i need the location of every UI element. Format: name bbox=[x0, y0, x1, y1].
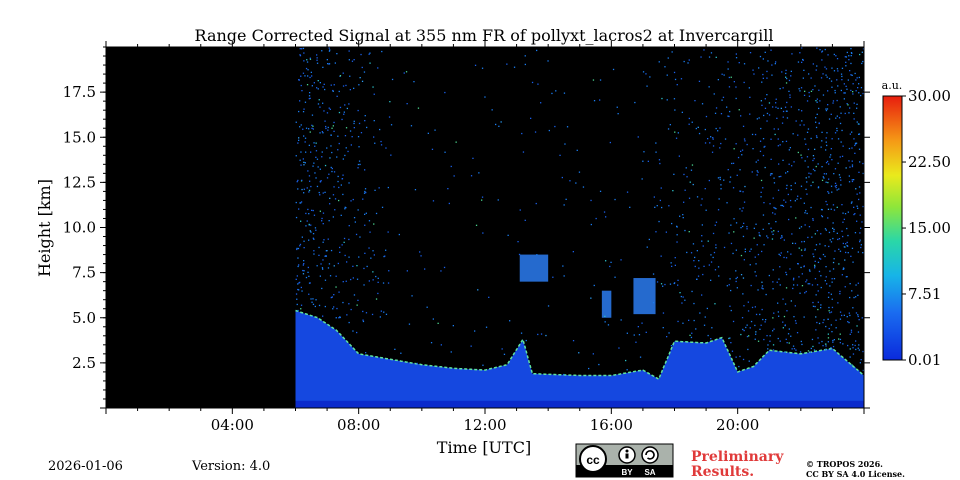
colorbar-tick-label: 15.00 bbox=[908, 219, 951, 237]
x-axis: 04:00 08:00 12:00 16:00 20:00 bbox=[105, 41, 865, 434]
chart-title: Range Corrected Signal at 355 nm FR of p… bbox=[195, 26, 774, 45]
badge-by-text: BY bbox=[621, 468, 633, 477]
aerosol-layer-top bbox=[295, 309, 864, 381]
cc-icon bbox=[579, 445, 607, 473]
x-tick-label: 08:00 bbox=[337, 416, 380, 434]
colorbar-tick-label: 22.50 bbox=[908, 153, 951, 171]
share-alike-icon bbox=[641, 446, 659, 464]
y-tick-label: 5.0 bbox=[72, 309, 96, 327]
badge-sa-text: SA bbox=[644, 468, 655, 477]
y-tick-label: 2.5 bbox=[72, 354, 96, 372]
boundary-layer-region bbox=[295, 310, 864, 408]
cloud-feature-2 bbox=[633, 278, 656, 315]
x-tick-label: 04:00 bbox=[211, 416, 254, 434]
cloud-feature-1 bbox=[601, 290, 612, 318]
signal-noise bbox=[295, 47, 864, 376]
colorbar-unit: a.u. bbox=[882, 79, 903, 92]
y-tick-label: 7.5 bbox=[72, 264, 96, 282]
plot-area bbox=[106, 47, 864, 408]
y-axis: 2.5 5.0 7.5 10.0 12.5 15.0 17.5 bbox=[63, 46, 870, 409]
colorbar-tick-label: 0.01 bbox=[908, 351, 941, 369]
colorbar-tick-label: 7.51 bbox=[908, 285, 941, 303]
y-tick-label: 10.0 bbox=[63, 219, 96, 237]
y-tick-label: 12.5 bbox=[63, 173, 96, 191]
y-tick-label: 15.0 bbox=[63, 128, 96, 146]
version-label: Version: 4.0 bbox=[191, 459, 270, 474]
x-tick-label: 20:00 bbox=[716, 416, 759, 434]
copyright-line1: © TROPOS 2026. bbox=[806, 459, 883, 469]
copyright-line2: CC BY SA 4.0 License. bbox=[806, 469, 905, 479]
preliminary-line2: Results. bbox=[691, 464, 754, 480]
x-axis-label: Time [UTC] bbox=[437, 438, 531, 457]
colorbar-gradient bbox=[882, 95, 903, 361]
y-axis-label: Height [km] bbox=[35, 179, 54, 277]
surface-band bbox=[295, 400, 864, 408]
x-tick-label: 12:00 bbox=[463, 416, 506, 434]
cloud-feature-0 bbox=[519, 254, 549, 282]
colorbar: a.u. 0.01 7.51 15.00 22.50 30.00 bbox=[882, 79, 951, 369]
x-tick-label: 16:00 bbox=[590, 416, 633, 434]
y-tick-label: 17.5 bbox=[63, 83, 96, 101]
plot-background bbox=[106, 47, 864, 408]
date-label: 2026-01-06 bbox=[48, 459, 123, 474]
cc-license-badge: cc BY SA bbox=[575, 443, 674, 478]
svg-text:cc: cc bbox=[586, 453, 600, 467]
colorbar-tick-label: 30.00 bbox=[908, 87, 951, 105]
preliminary-line1: Preliminary bbox=[691, 449, 784, 465]
